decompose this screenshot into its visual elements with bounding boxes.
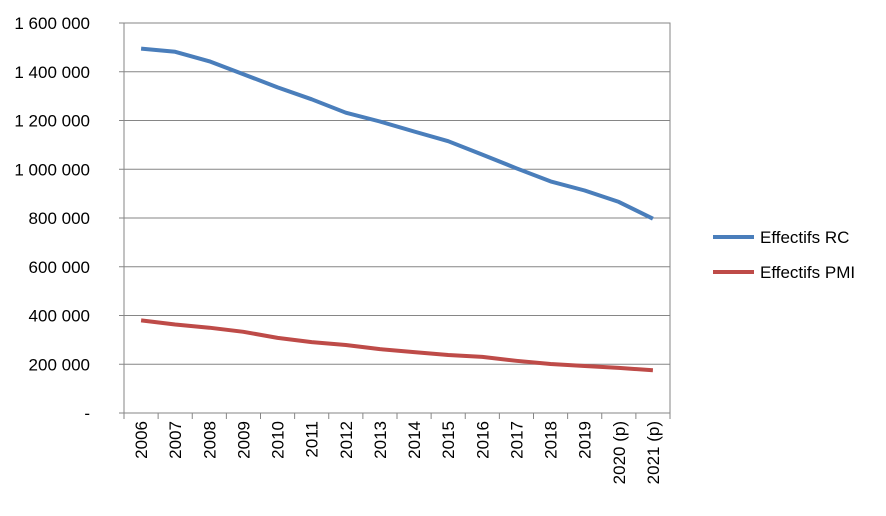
legend-label: Effectifs RC bbox=[760, 228, 849, 247]
x-tick-label: 2011 bbox=[303, 421, 322, 458]
y-tick-label: 200 000 bbox=[29, 355, 90, 374]
y-tick-label: 1 400 000 bbox=[14, 63, 90, 82]
x-tick-label: 2013 bbox=[371, 421, 390, 459]
legend-label: Effectifs PMI bbox=[760, 263, 855, 282]
y-tick-label: 400 000 bbox=[29, 307, 90, 326]
x-tick-label: 2012 bbox=[337, 421, 356, 459]
x-tick-label: 2020 (p) bbox=[610, 421, 629, 484]
x-tick-label: 2007 bbox=[166, 421, 185, 459]
y-tick-label: 1 600 000 bbox=[14, 14, 90, 33]
y-tick-label: 1 200 000 bbox=[14, 112, 90, 131]
x-tick-label: 2018 bbox=[542, 421, 561, 459]
series-line-effectifs-pmi bbox=[140, 318, 654, 373]
y-tick-label: 800 000 bbox=[29, 209, 90, 228]
y-tick-label: - bbox=[84, 404, 90, 423]
x-tick-label: 2019 bbox=[576, 421, 595, 459]
x-tick-label: 2010 bbox=[269, 421, 288, 459]
y-tick-label: 600 000 bbox=[29, 258, 90, 277]
x-tick-label: 2014 bbox=[405, 421, 424, 459]
x-tick-label: 2009 bbox=[234, 421, 253, 459]
x-tick-label: 2008 bbox=[200, 421, 219, 459]
x-tick-label: 2016 bbox=[473, 421, 492, 459]
x-tick-label: 2006 bbox=[132, 421, 151, 459]
x-tick-label: 2015 bbox=[439, 421, 458, 459]
x-tick-label: 2017 bbox=[507, 421, 526, 459]
series-line-effectifs-rc bbox=[140, 46, 654, 221]
x-tick-label: 2021 (p) bbox=[644, 421, 663, 484]
y-tick-label: 1 000 000 bbox=[14, 160, 90, 179]
